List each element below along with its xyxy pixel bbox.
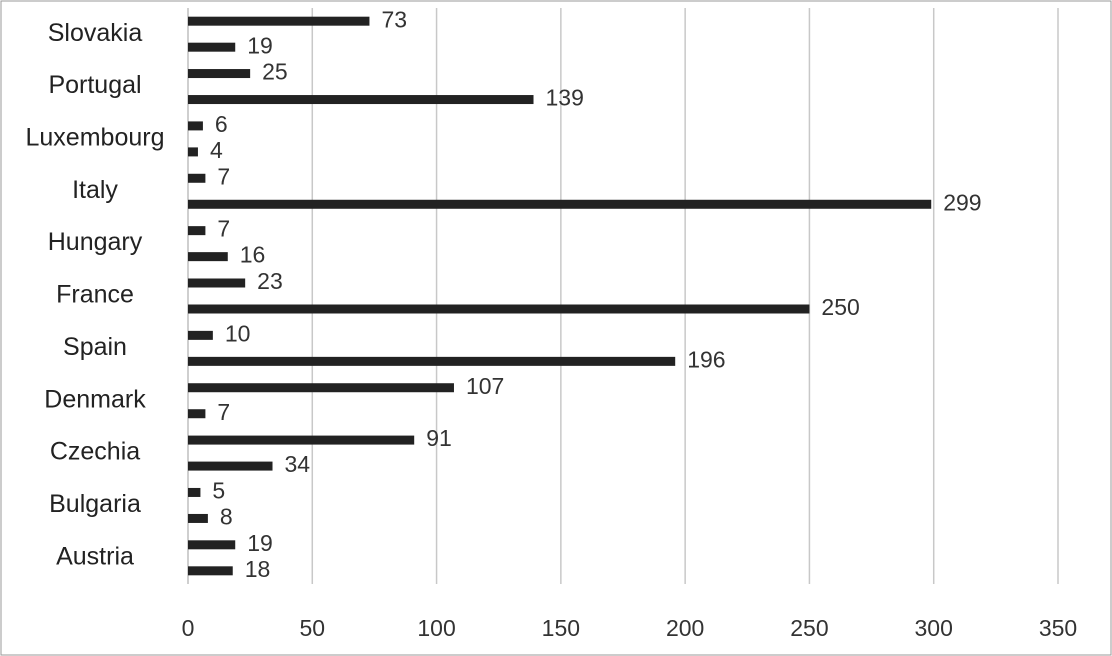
y-tick-label: Portugal bbox=[48, 71, 141, 99]
bar bbox=[188, 540, 236, 550]
y-tick-label: Denmark bbox=[44, 385, 146, 413]
value-label: 196 bbox=[687, 346, 725, 372]
value-label: 19 bbox=[247, 32, 273, 58]
y-tick-label: Italy bbox=[72, 176, 118, 204]
x-tick-label: 50 bbox=[299, 615, 325, 641]
value-label: 34 bbox=[285, 451, 311, 477]
value-label: 139 bbox=[546, 85, 584, 111]
bar bbox=[188, 252, 228, 262]
bar bbox=[188, 304, 810, 314]
value-label: 7 bbox=[217, 399, 230, 425]
value-label: 91 bbox=[426, 425, 452, 451]
y-tick-label: Austria bbox=[56, 542, 134, 570]
x-tick-label: 100 bbox=[417, 615, 455, 641]
bar bbox=[188, 409, 206, 419]
bar bbox=[188, 173, 206, 183]
value-label: 107 bbox=[466, 373, 504, 399]
x-tick-label: 0 bbox=[182, 615, 195, 641]
y-tick-label: Czechia bbox=[50, 438, 140, 466]
y-tick-label: Slovakia bbox=[48, 19, 143, 47]
bar bbox=[188, 42, 236, 52]
bar bbox=[188, 356, 676, 366]
bar bbox=[188, 383, 454, 393]
value-label: 7 bbox=[217, 163, 230, 189]
bar bbox=[188, 435, 415, 445]
y-tick-label: Bulgaria bbox=[49, 490, 141, 518]
bar bbox=[188, 566, 233, 576]
bar bbox=[188, 278, 246, 288]
value-label: 250 bbox=[821, 294, 859, 320]
value-label: 10 bbox=[225, 320, 251, 346]
bar bbox=[188, 226, 206, 236]
bar bbox=[188, 95, 534, 105]
bar bbox=[188, 69, 251, 79]
value-label: 18 bbox=[245, 556, 271, 582]
y-tick-label: France bbox=[56, 281, 134, 309]
value-label: 19 bbox=[247, 530, 273, 556]
y-tick-label: Hungary bbox=[48, 228, 143, 256]
bar bbox=[188, 16, 370, 26]
bar bbox=[188, 330, 213, 340]
bar bbox=[188, 199, 932, 209]
value-label: 7 bbox=[217, 216, 230, 242]
bar bbox=[188, 487, 201, 497]
x-tick-label: 350 bbox=[1039, 615, 1077, 641]
value-label: 73 bbox=[381, 6, 407, 32]
value-label: 5 bbox=[212, 478, 225, 504]
value-label: 8 bbox=[220, 504, 233, 530]
bar bbox=[188, 121, 203, 131]
value-label: 6 bbox=[215, 111, 228, 137]
x-tick-label: 250 bbox=[790, 615, 828, 641]
x-tick-label: 200 bbox=[666, 615, 704, 641]
y-tick-label: Spain bbox=[63, 333, 127, 361]
value-label: 23 bbox=[257, 268, 283, 294]
value-label: 25 bbox=[262, 59, 288, 85]
value-label: 16 bbox=[240, 242, 266, 268]
bar bbox=[188, 513, 208, 523]
x-tick-label: 150 bbox=[542, 615, 580, 641]
x-tick-label: 300 bbox=[915, 615, 953, 641]
value-label: 299 bbox=[943, 189, 981, 215]
bar bbox=[188, 461, 273, 471]
value-label: 4 bbox=[210, 137, 223, 163]
bar bbox=[188, 147, 198, 157]
y-tick-label: Luxembourg bbox=[26, 124, 165, 152]
